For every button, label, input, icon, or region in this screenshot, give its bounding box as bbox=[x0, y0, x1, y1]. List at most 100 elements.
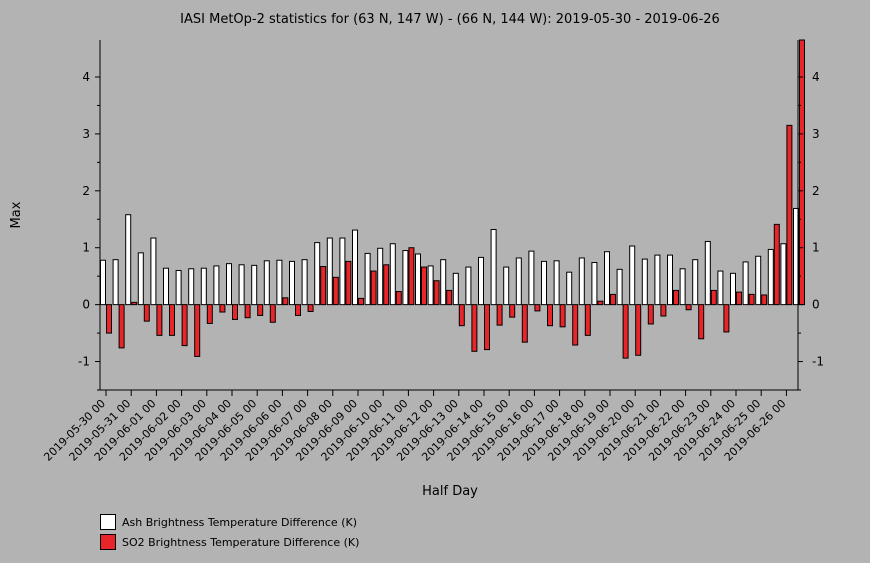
bar-ash-23 bbox=[389, 243, 396, 306]
bar-ash-5 bbox=[163, 267, 169, 306]
bar-ash-29 bbox=[465, 266, 472, 306]
bar-ash-42 bbox=[629, 245, 636, 306]
bar-so2-40 bbox=[610, 293, 616, 306]
bar-so2-34 bbox=[534, 304, 541, 312]
bar-ash-9 bbox=[213, 265, 220, 306]
bar-ash-46 bbox=[679, 268, 686, 306]
legend-label-ash: Ash Brightness Temperature Difference (K… bbox=[122, 515, 357, 529]
y-tick-label-right-0: -1 bbox=[812, 355, 824, 369]
bar-ash-35 bbox=[541, 260, 547, 306]
bar-ash-20 bbox=[352, 229, 358, 306]
bar-so2-21 bbox=[370, 270, 377, 306]
bar-so2-9 bbox=[219, 304, 226, 313]
bar-ash-17 bbox=[314, 242, 321, 306]
legend-label-so2: SO2 Brightness Temperature Difference (K… bbox=[122, 535, 360, 549]
bar-ash-4 bbox=[150, 237, 157, 306]
bar-so2-27 bbox=[446, 289, 453, 306]
bar-ash-43 bbox=[641, 258, 648, 306]
bar-so2-6 bbox=[181, 304, 188, 347]
x-axis-label: Half Day bbox=[422, 484, 478, 499]
bar-ash-41 bbox=[616, 268, 623, 306]
bar-so2-11 bbox=[244, 304, 251, 319]
bar-so2-28 bbox=[458, 304, 465, 327]
bar-ash-18 bbox=[326, 237, 333, 306]
y-tick-label-left-1: 0 bbox=[82, 298, 90, 312]
y-tick-label-left-5: 4 bbox=[82, 70, 90, 84]
bar-ash-47 bbox=[692, 259, 699, 306]
bar-so2-16 bbox=[307, 304, 314, 312]
bar-ash-28 bbox=[452, 272, 459, 306]
bar-so2-31 bbox=[496, 304, 503, 326]
bar-so2-33 bbox=[521, 304, 528, 343]
bar-so2-12 bbox=[257, 304, 264, 316]
bar-ash-1 bbox=[112, 259, 119, 306]
bar-ash-25 bbox=[415, 253, 421, 306]
bar-ash-3 bbox=[137, 252, 144, 306]
bar-ash-6 bbox=[175, 269, 182, 306]
bar-so2-7 bbox=[194, 304, 201, 357]
bar-so2-51 bbox=[748, 293, 755, 306]
y-tick-label-left-4: 3 bbox=[82, 127, 90, 141]
bar-so2-49 bbox=[723, 304, 730, 333]
bar-ash-53 bbox=[767, 248, 774, 306]
y-axis-label: Max bbox=[9, 201, 24, 228]
bar-ash-40 bbox=[604, 251, 610, 306]
legend-item-so2: SO2 Brightness Temperature Difference (K… bbox=[100, 532, 359, 552]
bar-so2-42 bbox=[635, 304, 642, 356]
bar-so2-39 bbox=[597, 300, 604, 306]
bar-so2-13 bbox=[269, 304, 276, 323]
bar-so2-20 bbox=[358, 297, 364, 306]
bar-so2-37 bbox=[572, 304, 579, 346]
bar-ash-16 bbox=[301, 259, 308, 306]
bar-so2-35 bbox=[547, 304, 553, 327]
bar-so2-1 bbox=[118, 304, 125, 349]
bar-so2-48 bbox=[710, 289, 717, 306]
bar-ash-30 bbox=[478, 256, 484, 306]
bar-so2-46 bbox=[685, 304, 692, 311]
y-tick-label-right-1: 0 bbox=[812, 298, 820, 312]
bar-ash-37 bbox=[566, 271, 573, 306]
legend-swatch-ash bbox=[100, 514, 116, 530]
bar-so2-47 bbox=[698, 304, 705, 340]
bar-ash-50 bbox=[730, 272, 736, 306]
bar-ash-26 bbox=[427, 265, 434, 306]
bar-so2-24 bbox=[408, 247, 415, 306]
bar-ash-31 bbox=[490, 229, 497, 306]
bar-ash-11 bbox=[238, 264, 245, 306]
bar-so2-45 bbox=[673, 289, 679, 306]
bar-so2-2 bbox=[131, 301, 138, 306]
bar-so2-8 bbox=[206, 304, 213, 324]
bar-ash-51 bbox=[742, 261, 749, 306]
bar-so2-25 bbox=[421, 266, 427, 306]
bar-ash-33 bbox=[515, 257, 522, 306]
bar-ash-38 bbox=[578, 257, 585, 306]
legend: Ash Brightness Temperature Difference (K… bbox=[100, 512, 359, 552]
y-tick-label-right-4: 3 bbox=[812, 127, 820, 141]
bar-ash-39 bbox=[591, 262, 598, 306]
bar-ash-45 bbox=[667, 254, 673, 306]
bar-so2-22 bbox=[383, 264, 390, 306]
bar-so2-50 bbox=[736, 291, 742, 306]
bar-ash-14 bbox=[276, 259, 283, 306]
y-tick-label-right-2: 1 bbox=[812, 241, 820, 255]
bar-so2-14 bbox=[282, 297, 289, 306]
bar-so2-32 bbox=[509, 304, 516, 318]
bars-group bbox=[100, 39, 805, 359]
bar-ash-52 bbox=[755, 255, 762, 306]
bar-ash-36 bbox=[553, 260, 560, 306]
y-tick-label-left-3: 2 bbox=[82, 184, 90, 198]
bar-so2-52 bbox=[761, 294, 768, 306]
y-tick-label-right-5: 4 bbox=[812, 70, 820, 84]
bar-so2-36 bbox=[559, 304, 566, 328]
bar-ash-0 bbox=[100, 259, 106, 306]
y-tick-label-left-2: 1 bbox=[82, 241, 90, 255]
bar-so2-19 bbox=[345, 260, 352, 306]
bar-so2-29 bbox=[471, 304, 478, 352]
bar-ash-12 bbox=[251, 264, 258, 306]
bar-ash-7 bbox=[188, 268, 195, 306]
bar-so2-17 bbox=[320, 266, 327, 306]
bar-ash-21 bbox=[364, 252, 371, 306]
bar-ash-54 bbox=[780, 243, 787, 306]
bar-so2-5 bbox=[169, 304, 175, 336]
bar-so2-43 bbox=[647, 304, 654, 325]
